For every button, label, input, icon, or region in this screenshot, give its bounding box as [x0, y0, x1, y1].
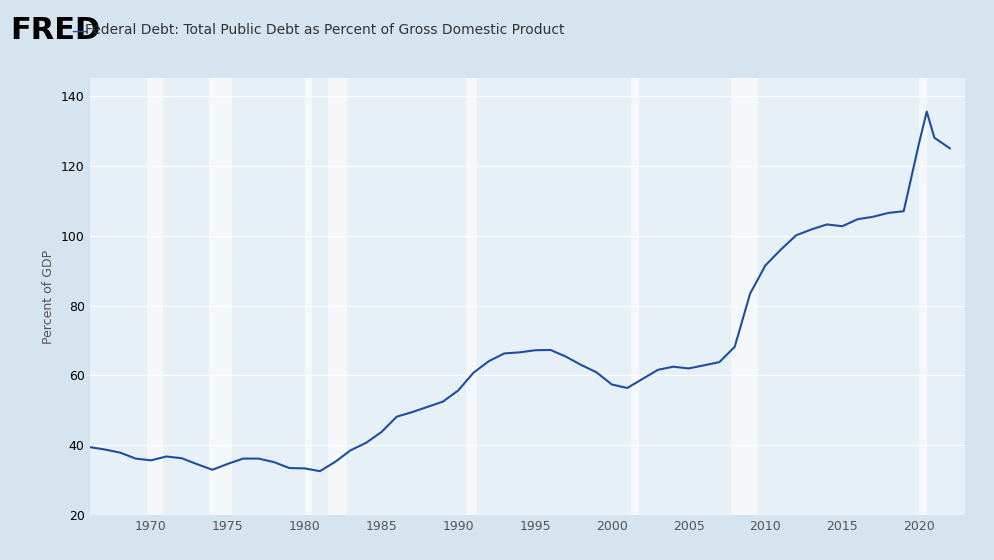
Bar: [147, 78, 162, 515]
Text: FRED: FRED: [10, 16, 100, 45]
Text: —: —: [72, 21, 88, 39]
Bar: [209, 78, 232, 515]
Bar: [630, 78, 638, 515]
Bar: [327, 78, 347, 515]
Bar: [465, 78, 477, 515]
Bar: [304, 78, 312, 515]
Text: Federal Debt: Total Public Debt as Percent of Gross Domestic Product: Federal Debt: Total Public Debt as Perce…: [84, 24, 564, 37]
Bar: [731, 78, 757, 515]
Y-axis label: Percent of GDP: Percent of GDP: [42, 250, 56, 344]
Bar: [918, 78, 925, 515]
